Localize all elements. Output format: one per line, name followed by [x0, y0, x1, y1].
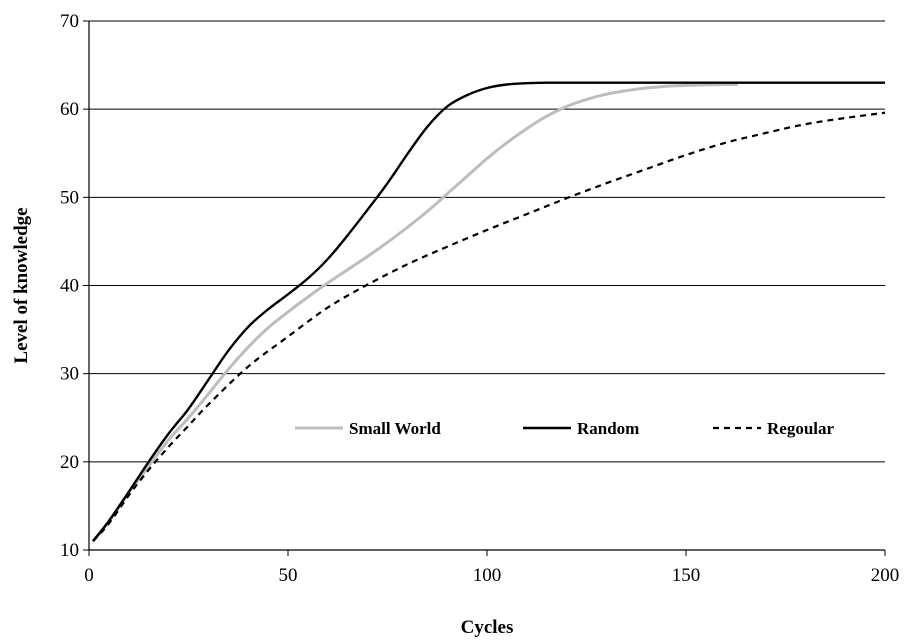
- y-axis-title: Level of knowledge: [11, 207, 32, 363]
- y-tick-label: 50: [60, 187, 79, 208]
- series-line-small-world: [91, 82, 738, 543]
- legend: Small World Random Regoular: [295, 419, 835, 438]
- legend-label: Small World: [349, 419, 441, 438]
- y-tick-label: 40: [60, 276, 79, 297]
- x-tick-label: 50: [279, 565, 298, 586]
- y-tick-label: 60: [60, 99, 79, 120]
- axes: [83, 20, 886, 556]
- y-tick-label: 10: [60, 540, 79, 561]
- legend-label: Regoular: [767, 419, 835, 438]
- tick-labels: 10 20 30 40 50 60 70 0 50 100 150 200: [60, 11, 899, 586]
- x-tick-label: 150: [672, 565, 701, 586]
- y-tick-label: 20: [60, 452, 79, 473]
- x-tick-label: 100: [473, 565, 502, 586]
- x-tick-label: 200: [871, 565, 900, 586]
- gridlines: [89, 20, 885, 463]
- series-line-random: [92, 81, 885, 542]
- y-tick-label: 70: [60, 11, 79, 32]
- legend-label: Random: [577, 419, 639, 438]
- series-layer: [91, 81, 886, 543]
- y-tick-label: 30: [60, 364, 79, 385]
- x-axis-title: Cycles: [461, 617, 514, 638]
- x-tick-label: 0: [84, 565, 94, 586]
- series-line-regoular: [92, 111, 886, 542]
